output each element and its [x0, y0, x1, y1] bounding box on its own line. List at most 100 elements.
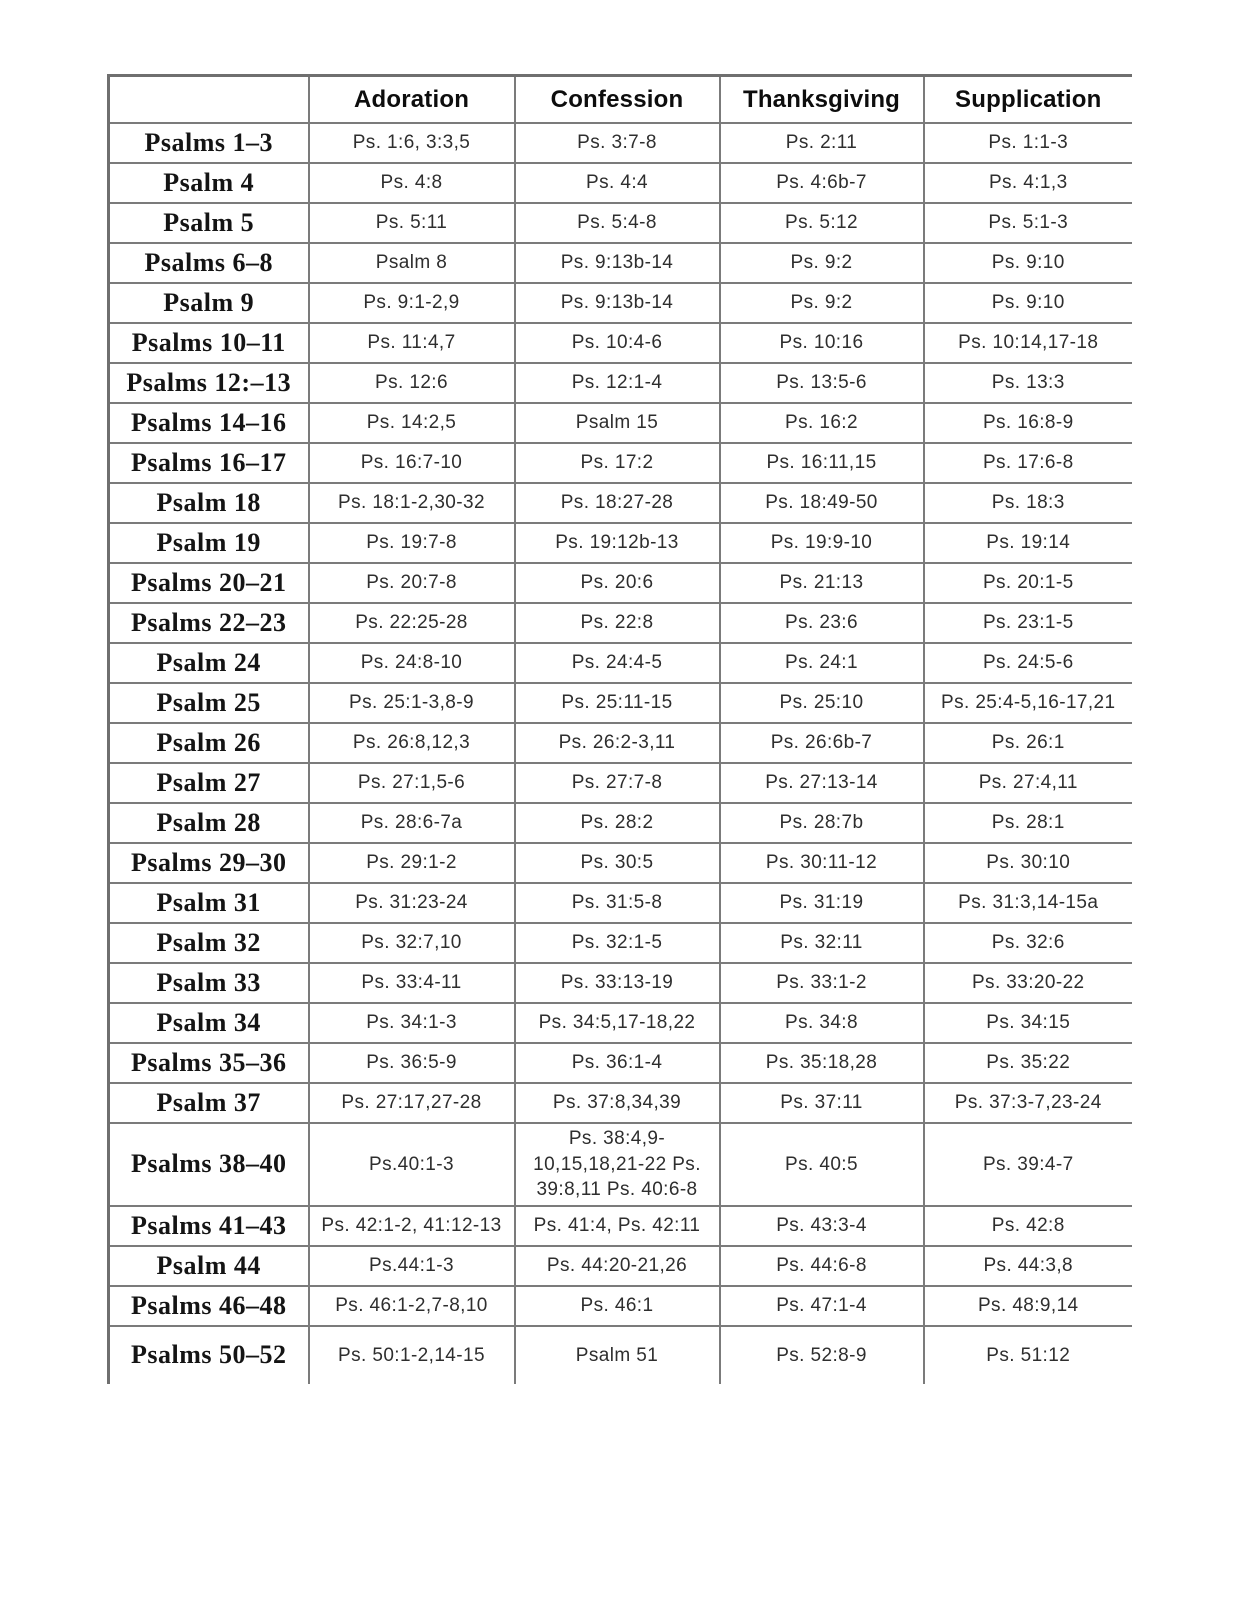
confession-cell: Ps. 36:1-4 [513, 1042, 721, 1084]
table-body: Psalms 1–3 Ps. 1:6, 3:3,5 Ps. 3:7-8 Ps. … [107, 122, 1132, 1384]
adoration-cell: Ps. 36:5-9 [307, 1042, 516, 1084]
thanksgiving-cell: Ps. 44:6-8 [718, 1244, 925, 1287]
table-row: Psalms 12:–13 Ps. 12:6 Ps. 12:1-4 Ps. 13… [107, 362, 1132, 404]
confession-cell: Ps. 20:6 [513, 562, 721, 604]
psalm-range-label: Psalm 33 [107, 962, 310, 1004]
psalm-range-label: Psalm 37 [107, 1082, 310, 1124]
table-row: Psalm 31 Ps. 31:23-24 Ps. 31:5-8 Ps. 31:… [107, 882, 1132, 924]
thanksgiving-cell: Ps. 4:6b-7 [718, 162, 925, 204]
supplication-cell: Ps. 24:5-6 [922, 642, 1132, 684]
adoration-cell: Ps. 46:1-2,7-8,10 [307, 1284, 516, 1327]
column-header-supplication: Supplication [922, 74, 1132, 124]
supplication-cell: Ps. 34:15 [922, 1002, 1132, 1044]
adoration-cell: Ps. 50:1-2,14-15 [307, 1324, 516, 1384]
column-header-thanksgiving: Thanksgiving [718, 74, 925, 124]
psalm-range-label: Psalm 31 [107, 882, 310, 924]
table-row: Psalm 9 Ps. 9:1-2,9 Ps. 9:13b-14 Ps. 9:2… [107, 282, 1132, 324]
adoration-cell: Ps. 29:1-2 [307, 842, 516, 884]
supplication-cell: Ps. 10:14,17-18 [922, 322, 1132, 364]
table-row: Psalms 46–48 Ps. 46:1-2,7-8,10 Ps. 46:1 … [107, 1284, 1132, 1327]
confession-cell: Ps. 9:13b-14 [513, 282, 721, 324]
table-row: Psalm 44 Ps.44:1-3 Ps. 44:20-21,26 Ps. 4… [107, 1244, 1132, 1287]
table-row: Psalm 33 Ps. 33:4-11 Ps. 33:13-19 Ps. 33… [107, 962, 1132, 1004]
confession-cell: Psalm 15 [513, 402, 721, 444]
table-row: Psalm 5 Ps. 5:11 Ps. 5:4-8 Ps. 5:12 Ps. … [107, 202, 1132, 244]
adoration-cell: Ps.44:1-3 [307, 1244, 516, 1287]
psalms-table-container: Adoration Confession Thanksgiving Suppli… [107, 74, 1132, 1515]
column-header-adoration: Adoration [307, 74, 516, 124]
confession-cell: Ps. 46:1 [513, 1284, 721, 1327]
supplication-cell: Ps. 32:6 [922, 922, 1132, 964]
thanksgiving-cell: Ps. 18:49-50 [718, 482, 925, 524]
supplication-cell: Ps. 35:22 [922, 1042, 1132, 1084]
thanksgiving-cell: Ps. 19:9-10 [718, 522, 925, 564]
supplication-cell: Ps. 27:4,11 [922, 762, 1132, 804]
psalm-range-label: Psalm 27 [107, 762, 310, 804]
table-row: Psalms 10–11 Ps. 11:4,7 Ps. 10:4-6 Ps. 1… [107, 322, 1132, 364]
thanksgiving-cell: Ps. 16:11,15 [718, 442, 925, 484]
supplication-cell: Ps. 51:12 [922, 1324, 1132, 1384]
psalm-range-label: Psalm 19 [107, 522, 310, 564]
confession-cell: Ps. 27:7-8 [513, 762, 721, 804]
supplication-cell: Ps. 20:1-5 [922, 562, 1132, 604]
adoration-cell: Ps. 16:7-10 [307, 442, 516, 484]
psalm-range-label: Psalm 4 [107, 162, 310, 204]
supplication-cell: Ps. 23:1-5 [922, 602, 1132, 644]
psalm-range-label: Psalms 29–30 [107, 842, 310, 884]
adoration-cell: Ps. 22:25-28 [307, 602, 516, 644]
confession-cell: Ps. 34:5,17-18,22 [513, 1002, 721, 1044]
supplication-cell: Ps. 37:3-7,23-24 [922, 1082, 1132, 1124]
thanksgiving-cell: Ps. 32:11 [718, 922, 925, 964]
thanksgiving-cell: Ps. 28:7b [718, 802, 925, 844]
psalm-range-label: Psalms 10–11 [107, 322, 310, 364]
thanksgiving-cell: Ps. 33:1-2 [718, 962, 925, 1004]
supplication-cell: Ps. 5:1-3 [922, 202, 1132, 244]
supplication-cell: Ps. 16:8-9 [922, 402, 1132, 444]
supplication-cell: Ps. 42:8 [922, 1204, 1132, 1247]
table-row: Psalm 32 Ps. 32:7,10 Ps. 32:1-5 Ps. 32:1… [107, 922, 1132, 964]
table-row: Psalms 6–8 Psalm 8 Ps. 9:13b-14 Ps. 9:2 … [107, 242, 1132, 284]
table-row: Psalm 37 Ps. 27:17,27-28 Ps. 37:8,34,39 … [107, 1082, 1132, 1124]
table-row: Psalm 4 Ps. 4:8 Ps. 4:4 Ps. 4:6b-7 Ps. 4… [107, 162, 1132, 204]
thanksgiving-cell: Ps. 37:11 [718, 1082, 925, 1124]
supplication-cell: Ps. 26:1 [922, 722, 1132, 764]
adoration-cell: Ps. 33:4-11 [307, 962, 516, 1004]
psalm-range-label: Psalms 41–43 [107, 1204, 310, 1247]
psalm-range-label: Psalms 20–21 [107, 562, 310, 604]
psalm-range-label: Psalms 50–52 [107, 1324, 310, 1384]
thanksgiving-cell: Ps. 31:19 [718, 882, 925, 924]
header-row: Adoration Confession Thanksgiving Suppli… [107, 74, 1132, 124]
thanksgiving-cell: Ps. 27:13-14 [718, 762, 925, 804]
table-row: Psalm 27 Ps. 27:1,5-6 Ps. 27:7-8 Ps. 27:… [107, 762, 1132, 804]
supplication-cell: Ps. 4:1,3 [922, 162, 1132, 204]
confession-cell: Ps. 18:27-28 [513, 482, 721, 524]
thanksgiving-cell: Ps. 2:11 [718, 122, 925, 164]
thanksgiving-cell: Ps. 24:1 [718, 642, 925, 684]
confession-cell: Ps. 22:8 [513, 602, 721, 644]
table-row: Psalms 14–16 Ps. 14:2,5 Psalm 15 Ps. 16:… [107, 402, 1132, 444]
thanksgiving-cell: Ps. 26:6b-7 [718, 722, 925, 764]
table-row: Psalms 22–23 Ps. 22:25-28 Ps. 22:8 Ps. 2… [107, 602, 1132, 644]
adoration-cell: Psalm 8 [307, 242, 516, 284]
adoration-cell: Ps. 27:1,5-6 [307, 762, 516, 804]
supplication-cell: Ps. 1:1-3 [922, 122, 1132, 164]
table-row: Psalm 25 Ps. 25:1-3,8-9 Ps. 25:11-15 Ps.… [107, 682, 1132, 724]
table-row: Psalm 19 Ps. 19:7-8 Ps. 19:12b-13 Ps. 19… [107, 522, 1132, 564]
table-row: Psalms 29–30 Ps. 29:1-2 Ps. 30:5 Ps. 30:… [107, 842, 1132, 884]
supplication-cell: Ps. 9:10 [922, 242, 1132, 284]
confession-cell: Ps. 32:1-5 [513, 922, 721, 964]
psalm-range-label: Psalm 24 [107, 642, 310, 684]
thanksgiving-cell: Ps. 9:2 [718, 282, 925, 324]
psalm-range-label: Psalms 12:–13 [107, 362, 310, 404]
column-header-confession: Confession [513, 74, 721, 124]
supplication-cell: Ps. 48:9,14 [922, 1284, 1132, 1327]
confession-cell: Ps. 10:4-6 [513, 322, 721, 364]
adoration-cell: Ps. 14:2,5 [307, 402, 516, 444]
supplication-cell: Ps. 25:4-5,16-17,21 [922, 682, 1132, 724]
psalm-range-label: Psalm 9 [107, 282, 310, 324]
confession-cell: Ps. 33:13-19 [513, 962, 721, 1004]
adoration-cell: Ps. 5:11 [307, 202, 516, 244]
adoration-cell: Ps. 28:6-7a [307, 802, 516, 844]
adoration-cell: Ps. 20:7-8 [307, 562, 516, 604]
thanksgiving-cell: Ps. 40:5 [718, 1122, 925, 1207]
